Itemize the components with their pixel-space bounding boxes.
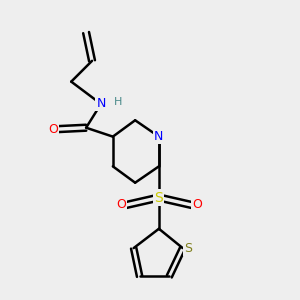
Text: H: H [114,97,122,106]
Text: O: O [48,123,58,136]
Text: O: O [192,199,202,212]
Text: N: N [96,98,106,110]
Text: O: O [116,199,126,212]
Text: S: S [154,190,163,205]
Text: S: S [184,242,192,255]
Text: N: N [154,130,164,143]
